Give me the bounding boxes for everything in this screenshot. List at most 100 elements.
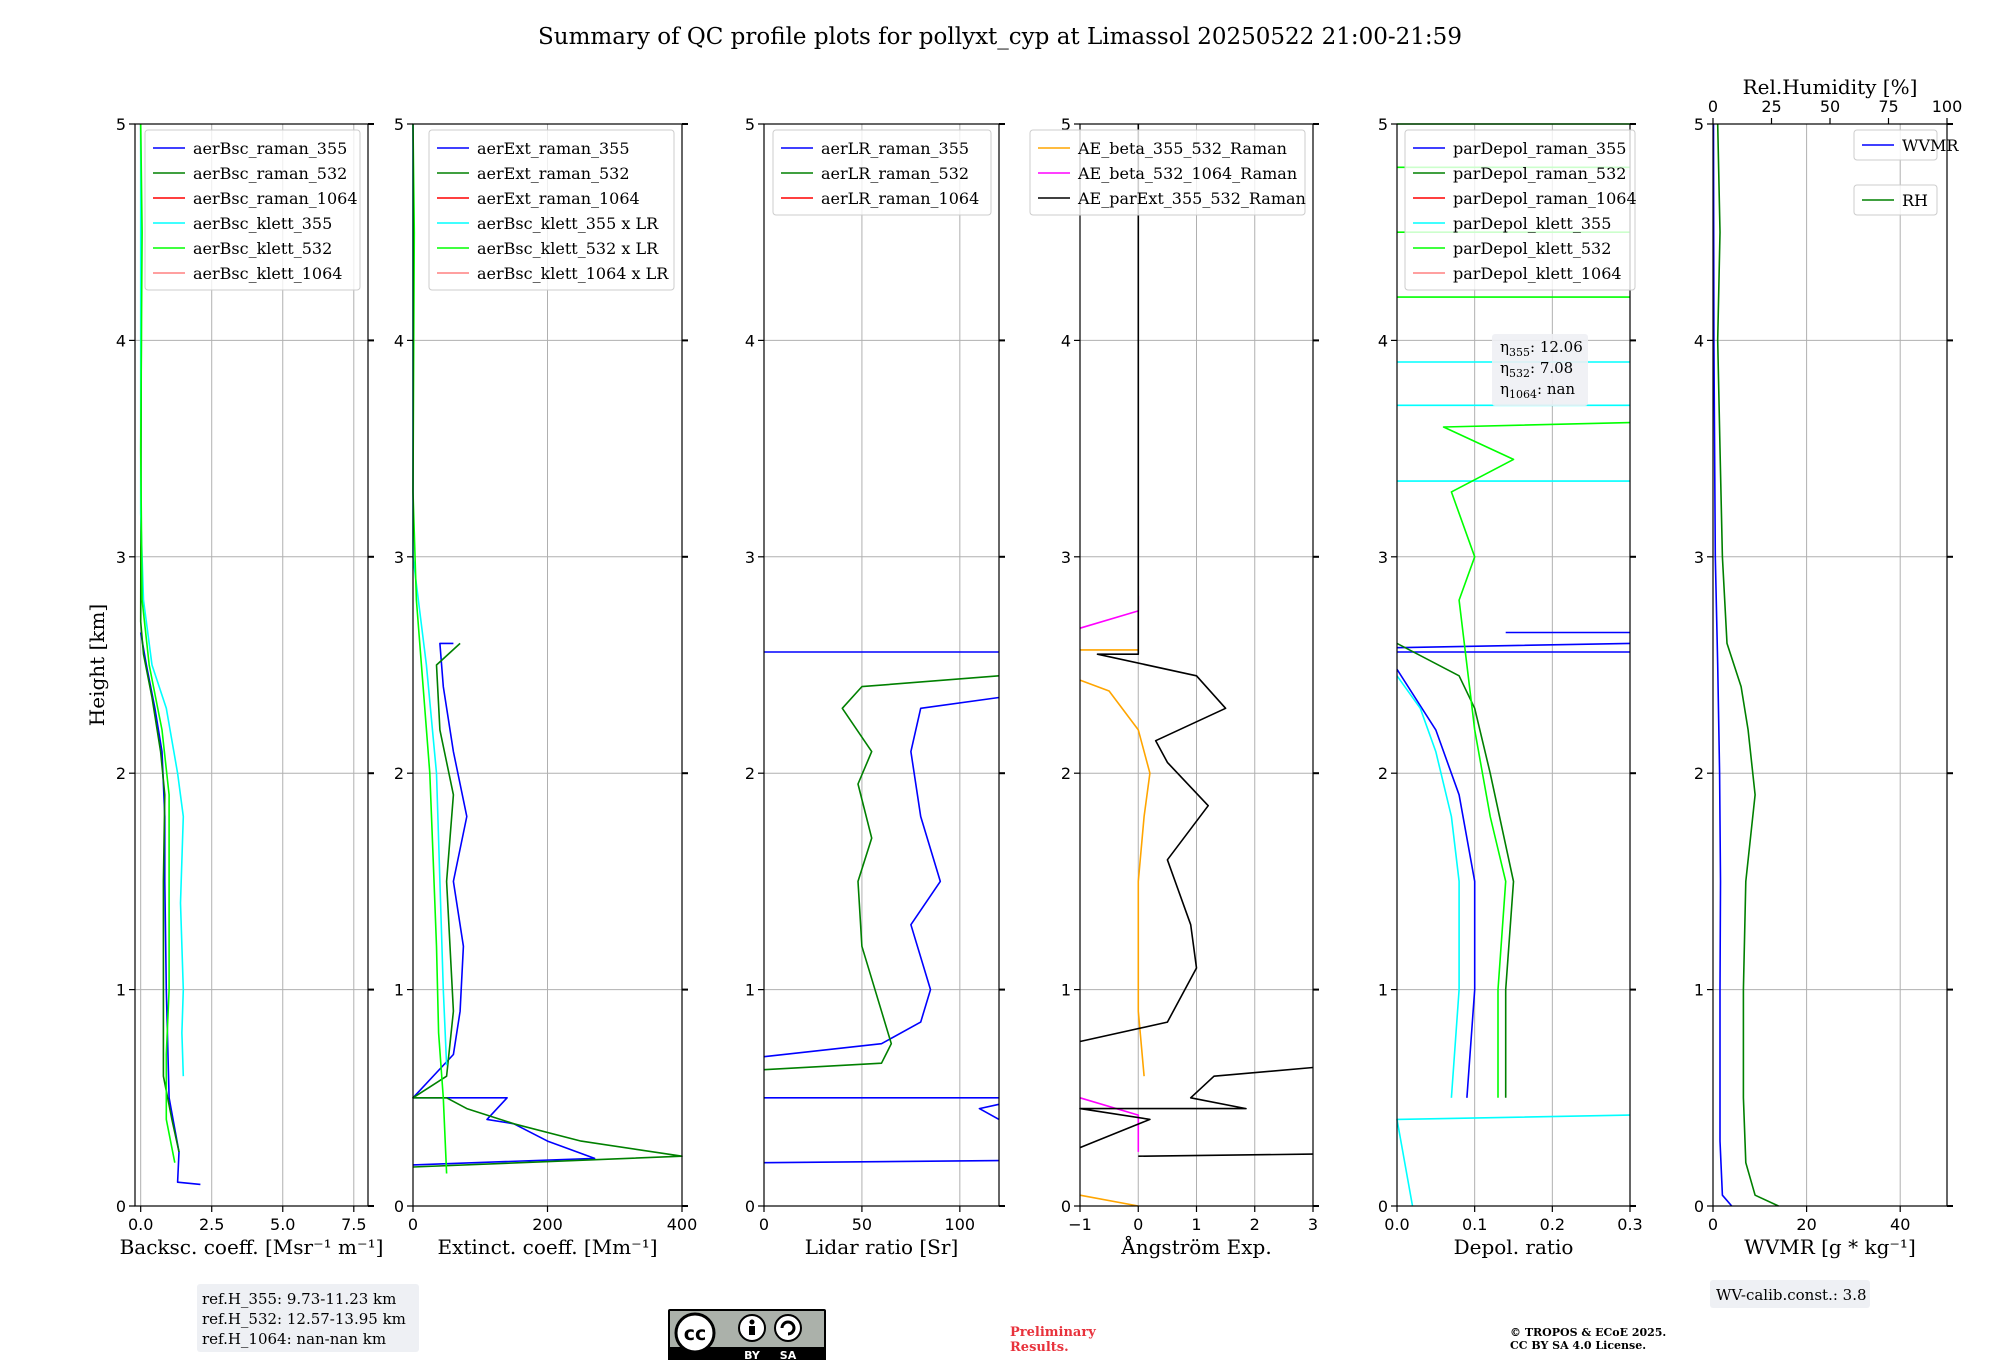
legend-box [1029, 129, 1306, 216]
y-tick-label: 5 [1694, 115, 1704, 134]
reference-height-box: ref.H_355: 9.73-11.23 km ref.H_532: 12.57… [197, 1284, 419, 1352]
note-box [1710, 1280, 1870, 1308]
y-tick-label: 5 [1061, 115, 1071, 134]
y-tick-label: 0 [745, 1197, 755, 1216]
legend-label: AE_beta_355_532_Raman [1077, 139, 1287, 158]
x-tick-label: 400 [667, 1215, 698, 1234]
eta-subscript: 532 [1509, 367, 1530, 380]
legend-label: parDepol_klett_355 [1453, 214, 1611, 233]
eta-value: : nan [1537, 380, 1575, 398]
legend-label: aerLR_raman_1064 [821, 189, 979, 208]
series-line-WVMR [1712, 123, 1733, 1207]
y-tick-label: 2 [394, 764, 404, 783]
series-group [763, 651, 1000, 1164]
y-tick-label: 3 [1694, 548, 1704, 567]
x2-tick-label: 100 [1932, 97, 1963, 116]
x-tick-label: 0 [1133, 1215, 1143, 1234]
y-tick-label: 5 [745, 115, 755, 134]
x-tick-label: 7.5 [341, 1215, 366, 1234]
y-tick-label: 2 [1694, 764, 1704, 783]
legend-label: parDepol_raman_1064 [1453, 189, 1637, 208]
cc-by-sa-badge: cc BY SA [668, 1309, 826, 1360]
person-icon-head [749, 1319, 755, 1325]
y-tick-label: 1 [1061, 981, 1071, 1000]
legend-box [772, 129, 992, 216]
y-tick-label: 3 [1061, 548, 1071, 567]
x-tick-label: 0.1 [1462, 1215, 1487, 1234]
series-line-aerBsc_raman_532 [139, 123, 180, 1153]
series-line-AE_beta_532_1064_Raman [1079, 595, 1140, 1152]
share-alike-icon [774, 1314, 802, 1342]
y-tick-label: 5 [116, 115, 126, 134]
legend-label: parDepol_raman_532 [1453, 164, 1626, 183]
preliminary-text: Preliminary [1010, 1325, 1096, 1340]
eta-value: : 7.08 [1530, 359, 1573, 377]
y-tick-label: 2 [1378, 764, 1388, 783]
legend-label: aerBsc_raman_1064 [193, 189, 358, 208]
legend: AE_beta_355_532_Raman AE_beta_532_1064_Ra… [1029, 129, 1306, 216]
series-line-aerBsc_raman_355 [139, 632, 201, 1186]
y-tick-label: 0 [394, 1197, 404, 1216]
y-tick-label: 3 [745, 548, 755, 567]
y-tick-label: 0 [116, 1197, 126, 1216]
legend-label: RH [1902, 191, 1928, 210]
panel-ext: 0 1 2 3 4 5 0 200 400 Extinct. coeff. [Mm⁻¹] aerEx… [394, 115, 697, 1259]
x-tick-label: 2 [1250, 1215, 1260, 1234]
legend: aerLR_raman_355 aerLR_raman_532 aerLR_rama… [772, 129, 992, 216]
x-tick-label: 0 [1708, 1215, 1718, 1234]
legend-box [1853, 184, 1938, 216]
series-line-aerBsc_klett_532 [139, 123, 176, 1163]
series-line-parDepol_raman_532 [1396, 642, 1515, 1098]
legend-label: aerLR_raman_355 [821, 139, 969, 158]
y-tick-label: 1 [394, 981, 404, 1000]
cc-text: cc [684, 1323, 707, 1345]
note-text: ref.H_1064: nan-nan km [202, 1330, 386, 1348]
x-tick-label: 1 [1191, 1215, 1201, 1234]
x2-tick-label: 0 [1708, 97, 1718, 116]
series-line-parDepol_klett_355 [1396, 361, 1631, 1207]
x-tick-label: 100 [945, 1215, 976, 1234]
x-tick-label: 0 [408, 1215, 418, 1234]
badge-sa: SA [780, 1349, 797, 1360]
legend-label: AE_parExt_355_532_Raman [1077, 189, 1306, 208]
x2-axis-label: Rel.Humidity [%] [1743, 75, 1918, 99]
y-tick-label: 3 [394, 548, 404, 567]
legend-label: aerBsc_klett_532 x LR [477, 239, 659, 258]
y-tick-label: 3 [116, 548, 126, 567]
eta-symbol: η [1500, 338, 1509, 356]
gridlines [1079, 123, 1314, 1207]
eta-subscript: 1064 [1509, 388, 1537, 401]
y-tick-label: 0 [1061, 1197, 1071, 1216]
series-line-RH [1716, 123, 1779, 1207]
x-axis-label: WVMR [g * kg⁻¹] [1744, 1235, 1916, 1259]
x2-tick-label: 50 [1820, 97, 1840, 116]
y-tick-label: 5 [394, 115, 404, 134]
y-tick-label: 4 [745, 331, 755, 350]
legend-label: aerLR_raman_532 [821, 164, 969, 183]
annotation-box [1492, 334, 1588, 406]
x-tick-label: −1 [1068, 1215, 1092, 1234]
y-tick-label: 4 [116, 331, 126, 350]
legend-box [144, 129, 361, 291]
legend-box [428, 129, 675, 291]
y-tick-label: 0 [1378, 1197, 1388, 1216]
x-tick-label: 50 [852, 1215, 872, 1234]
x-axis-label: Depol. ratio [1454, 1235, 1574, 1259]
y-tick-label: 2 [745, 764, 755, 783]
y-tick-label: 1 [1378, 981, 1388, 1000]
x2-tick-label: 75 [1878, 97, 1898, 116]
badge-by: BY [744, 1349, 761, 1360]
legend-box [1853, 129, 1938, 161]
y-tick-label: 4 [1378, 331, 1388, 350]
x-tick-label: 0 [759, 1215, 769, 1234]
eta-subscript: 355 [1509, 346, 1530, 359]
y-tick-label: 5 [1378, 115, 1388, 134]
legend-label: WVMR [1902, 136, 1959, 155]
note-text: WV-calib.const.: 3.8 [1716, 1286, 1867, 1304]
legend: aerBsc_raman_355 aerBsc_raman_532 aerBsc_r… [144, 129, 361, 291]
x-tick-label: 5.0 [270, 1215, 295, 1234]
